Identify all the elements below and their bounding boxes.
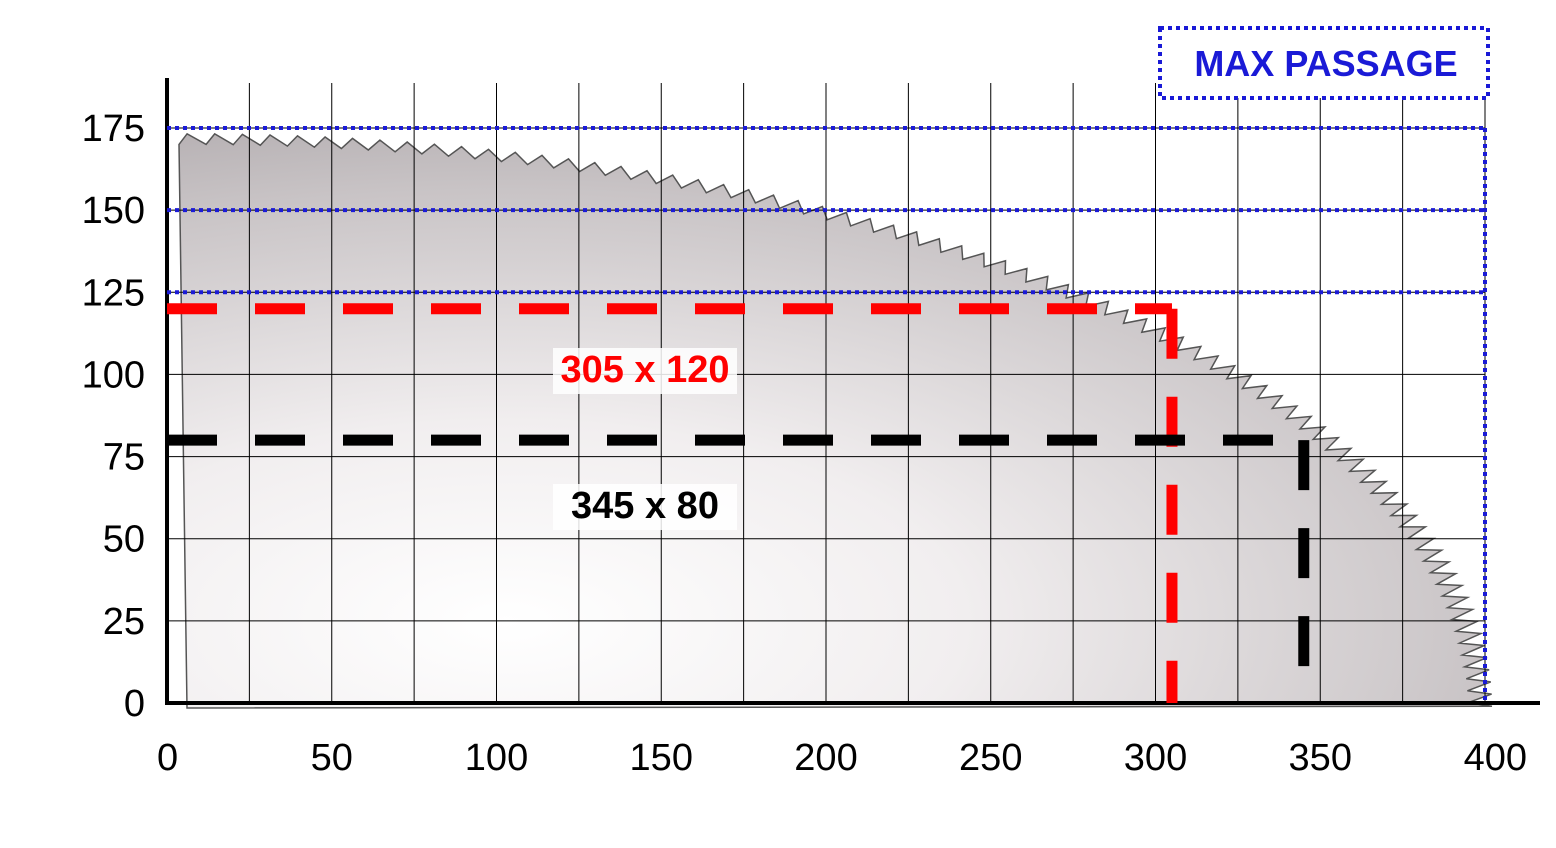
x-tick-label: 250 <box>959 737 1022 779</box>
y-tick-label: 0 <box>124 683 145 725</box>
cut-label-background <box>553 484 737 530</box>
x-tick-label: 200 <box>794 737 857 779</box>
y-tick-label: 100 <box>82 354 145 396</box>
saw-blade-shape <box>178 132 1493 709</box>
cut-label-background <box>553 348 737 394</box>
y-tick-label: 150 <box>82 190 145 232</box>
legend: MAX PASSAGE <box>1158 26 1490 100</box>
y-axis-ticks: 0 25 50 75 100 125 150 175 <box>82 108 145 725</box>
x-tick-label: 0 <box>157 737 178 779</box>
axes <box>165 78 1540 705</box>
x-tick-label: 400 <box>1464 737 1527 779</box>
cut-capacity-label: 345 x 80 <box>571 485 719 527</box>
y-tick-label: 75 <box>103 437 145 479</box>
grid-lines <box>166 83 1486 704</box>
x-tick-label: 300 <box>1124 737 1187 779</box>
x-tick-label: 350 <box>1289 737 1352 779</box>
cut-capacity-label: 305 x 120 <box>560 349 729 391</box>
x-tick-label: 50 <box>311 737 353 779</box>
y-tick-label: 125 <box>82 272 145 314</box>
x-tick-label: 150 <box>630 737 693 779</box>
y-tick-label: 25 <box>103 601 145 643</box>
legend-label: MAX PASSAGE <box>1194 43 1457 84</box>
x-axis-ticks: 0 50 100 150 200 250 300 350 400 <box>157 737 1527 779</box>
y-tick-label: 50 <box>103 519 145 561</box>
legend-box <box>1158 26 1490 100</box>
y-tick-label: 175 <box>82 108 145 150</box>
cut-capacity-labels: 305 x 120 345 x 80 <box>553 348 737 530</box>
x-tick-label: 100 <box>465 737 528 779</box>
saw-blade-picture <box>178 132 1493 709</box>
max-passage-lines <box>167 126 1487 703</box>
cut-capacity-lines <box>167 303 1310 703</box>
